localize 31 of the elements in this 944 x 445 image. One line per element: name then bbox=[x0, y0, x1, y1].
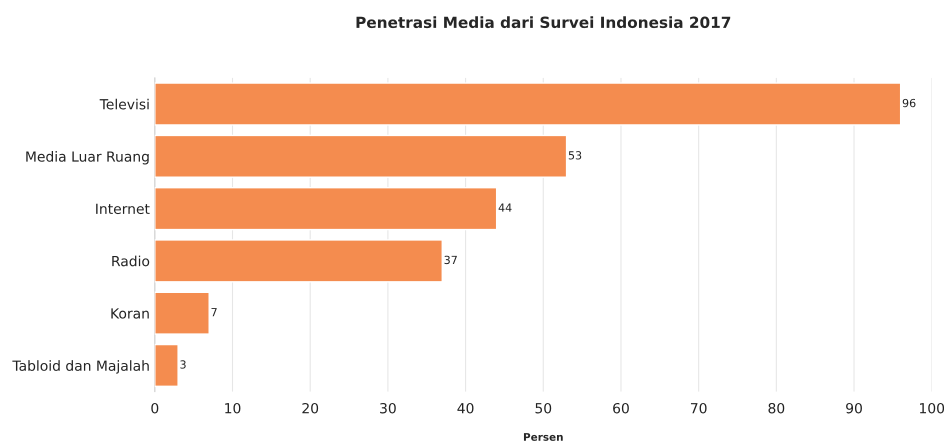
y-tick-label: Internet bbox=[96, 204, 150, 214]
bar bbox=[154, 239, 443, 282]
bar bbox=[154, 82, 902, 126]
bar bbox=[154, 134, 568, 178]
bar bbox=[154, 344, 179, 388]
y-tick-label: Televisi bbox=[100, 98, 149, 110]
x-tick-label: 80 bbox=[768, 402, 784, 414]
x-tick-label: 20 bbox=[302, 402, 318, 414]
x-tick-label: 10 bbox=[225, 402, 240, 414]
x-tick-label: 30 bbox=[380, 402, 396, 414]
bar bbox=[154, 186, 498, 230]
x-tick-label: 50 bbox=[536, 402, 552, 414]
chart-title: Penetrasi Media dari Survei Indonesia 2017 bbox=[356, 16, 730, 28]
bar bbox=[154, 292, 210, 335]
x-tick-label: 0 bbox=[151, 402, 158, 414]
y-tick-label: Tabloid dan Majalah bbox=[12, 360, 149, 374]
x-tick-label: 100 bbox=[920, 402, 944, 414]
y-tick-label: Radio bbox=[112, 256, 150, 266]
x-tick-label: 40 bbox=[457, 402, 474, 414]
x-tick-label: 90 bbox=[846, 402, 862, 414]
x-tick-label: 70 bbox=[690, 402, 707, 414]
y-tick-label: Media Luar Ruang bbox=[26, 151, 149, 164]
y-tick-label: Koran bbox=[111, 308, 149, 319]
x-tick-label: 60 bbox=[613, 402, 629, 414]
data-label: 44 bbox=[498, 204, 512, 212]
data-label: 53 bbox=[568, 151, 582, 160]
data-label: 96 bbox=[902, 98, 916, 108]
x-axis-title: Persen bbox=[524, 433, 563, 441]
data-label: 37 bbox=[444, 256, 457, 264]
data-label: 7 bbox=[212, 308, 217, 316]
data-label: 3 bbox=[180, 360, 186, 369]
